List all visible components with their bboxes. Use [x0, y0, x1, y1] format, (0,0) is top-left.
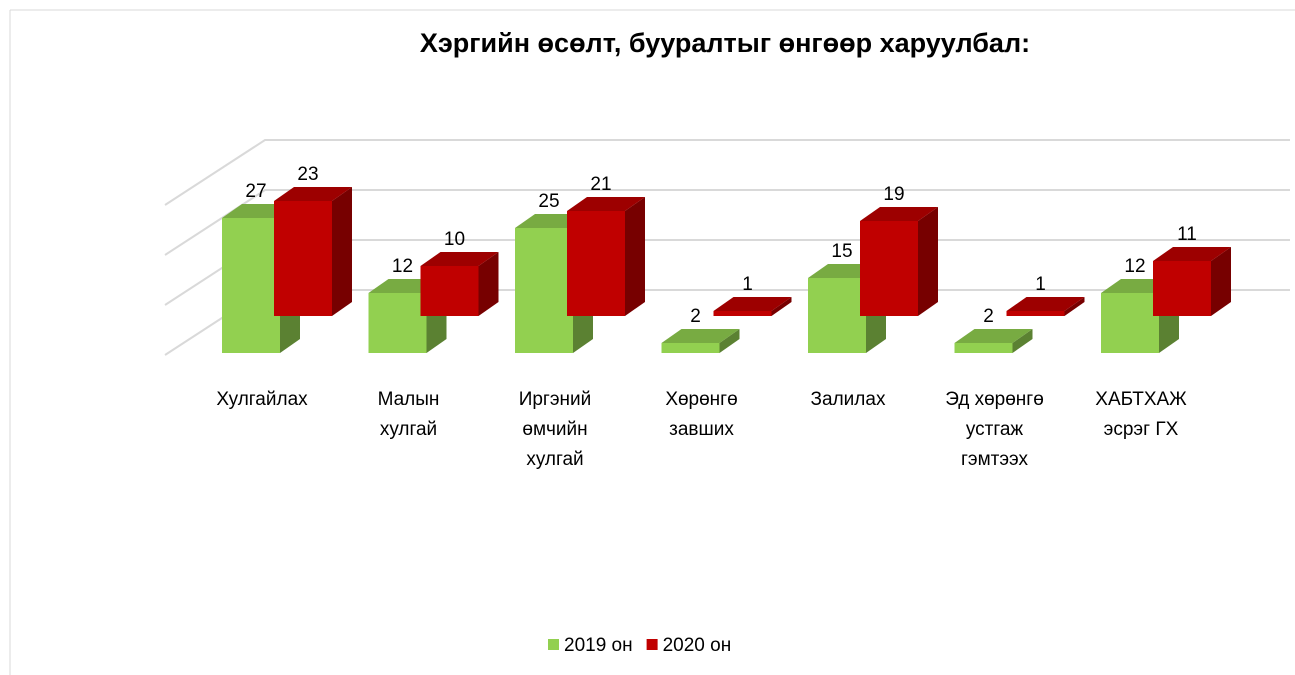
- x-tick-label: Иргэний өмчийн хулгай: [518, 389, 592, 470]
- bar-top: [420, 252, 499, 266]
- value-label: 11: [1177, 224, 1197, 245]
- bar-top: [661, 329, 740, 343]
- x-tick-label: ХАБТХАЖ эсрэг ГХ: [1095, 389, 1187, 440]
- x-tick-label: Залилах: [810, 389, 886, 410]
- bar-side: [332, 187, 352, 316]
- value-label: 10: [444, 229, 465, 250]
- legend-swatch: [646, 639, 658, 650]
- value-label: 21: [590, 174, 611, 195]
- legend-label: 2020 он: [663, 635, 732, 656]
- bar-top: [954, 329, 1033, 343]
- bar-side: [478, 252, 499, 316]
- bar: [420, 252, 499, 316]
- bar: [567, 197, 645, 316]
- bar-front: [368, 293, 427, 353]
- value-label: 15: [831, 241, 852, 262]
- bar-side: [719, 329, 740, 353]
- bar-front: [222, 218, 280, 353]
- bar-front: [1006, 311, 1065, 316]
- grid-line: [164, 189, 1290, 256]
- value-label: 19: [883, 184, 904, 205]
- bar-front: [860, 221, 918, 316]
- bar-top: [713, 297, 792, 311]
- bar-front: [661, 343, 720, 353]
- bar-side: [625, 197, 645, 316]
- x-tick-label: Хулгайлах: [216, 389, 308, 410]
- legend-swatch: [548, 639, 559, 650]
- bar: [860, 207, 938, 316]
- value-label: 1: [1035, 274, 1046, 295]
- value-label: 2: [983, 306, 994, 327]
- chart-title: Хэргийн өсөлт, бууралтыг өнгөөр харуулба…: [420, 28, 1030, 58]
- bar-top: [1153, 247, 1231, 261]
- bar-front: [274, 201, 332, 316]
- value-label: 25: [538, 191, 559, 212]
- bar-top: [1006, 297, 1085, 311]
- grid-line: [164, 139, 1290, 206]
- bar-side: [1012, 329, 1033, 353]
- bar: [713, 297, 792, 316]
- value-label: 2: [690, 306, 701, 327]
- bar-side: [1211, 247, 1231, 316]
- bar-front: [713, 311, 772, 316]
- bar-side: [771, 297, 792, 316]
- bar-front: [1153, 261, 1211, 316]
- bar-front: [1101, 293, 1159, 353]
- bar: [274, 187, 352, 316]
- bar: [661, 329, 740, 353]
- x-tick-label: Малын хулгай: [377, 389, 440, 440]
- bar-front: [567, 211, 625, 316]
- bar: [954, 329, 1033, 353]
- bar-top: [860, 207, 938, 221]
- value-label: 23: [297, 164, 318, 185]
- bar-side: [1064, 297, 1085, 316]
- legend-label: 2019 он: [564, 635, 633, 656]
- x-tick-label: Эд хөрөнгө устгаж гэмтээх: [945, 389, 1044, 470]
- value-label: 12: [1124, 256, 1145, 277]
- bar: [1153, 247, 1231, 316]
- value-label: 1: [742, 274, 753, 295]
- bar-top: [567, 197, 645, 211]
- bar-top: [274, 187, 352, 201]
- bar-front: [420, 266, 479, 316]
- bar-front: [954, 343, 1013, 353]
- x-tick-label: Хөрөнгө завших: [665, 389, 738, 440]
- bar-front: [515, 228, 573, 353]
- value-label: 12: [392, 256, 413, 277]
- bar-side: [918, 207, 938, 316]
- bar-front: [808, 278, 866, 353]
- bar: [1006, 297, 1085, 316]
- value-label: 27: [245, 181, 266, 202]
